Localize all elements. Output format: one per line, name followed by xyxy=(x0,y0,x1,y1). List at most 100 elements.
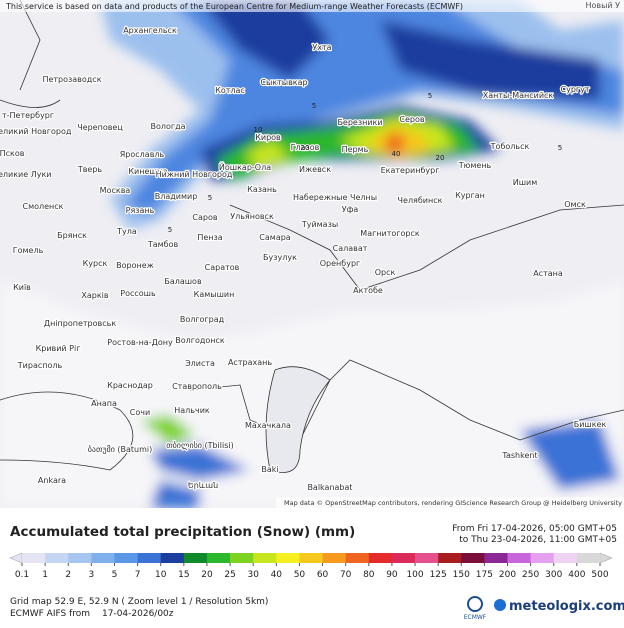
colorbar-label: 60 xyxy=(317,570,329,580)
colorbar-label: 90 xyxy=(386,570,398,580)
map xyxy=(0,0,624,508)
ecmwf-icon xyxy=(467,596,483,612)
colorbar-label: 1 xyxy=(42,570,48,580)
city-label: Ухта xyxy=(312,43,331,52)
city-label: Тамбов xyxy=(147,240,179,249)
city-label: Магнитогорск xyxy=(360,229,420,238)
contour-label: 20 xyxy=(436,154,445,162)
colorbar-segment xyxy=(206,553,231,563)
city-label: Балашов xyxy=(164,277,202,286)
contour-label: 5 xyxy=(168,226,172,234)
colorbar-label: 0.1 xyxy=(15,570,29,580)
city-label: Тобольск xyxy=(490,142,530,151)
colorbar-label: 2 xyxy=(65,570,71,580)
period-to: to Thu 23-04-2026, 11:00 GMT+05 xyxy=(459,535,617,545)
city-label: Челябинск xyxy=(398,196,443,205)
city-label: Ульяновск xyxy=(230,212,274,221)
city-label: Вологда xyxy=(150,122,185,131)
city-label: Ставрополь xyxy=(172,382,222,391)
city-label: Элиста xyxy=(185,359,215,368)
city-label: Київ xyxy=(13,283,31,292)
city-label: Брянск xyxy=(57,231,87,240)
city-label: Махачкала xyxy=(245,421,291,430)
colorbar-segment xyxy=(253,553,277,563)
colorbar-label: 500 xyxy=(591,570,608,580)
city-label: Երևան xyxy=(188,481,218,490)
city-label: Екатеринбург xyxy=(381,166,440,175)
city-label: Смоленск xyxy=(22,202,63,211)
colorbar-label: 300 xyxy=(545,570,562,580)
colorbar-segment xyxy=(91,553,115,563)
colorbar-label: 150 xyxy=(453,570,470,580)
attribution: Map data © OpenStreetMap contributors, r… xyxy=(284,499,622,507)
city-label: Березники xyxy=(337,118,382,127)
city-label: Псков xyxy=(0,149,25,158)
model-info: ECMWF AIFS from xyxy=(10,609,90,619)
colorbar-label: 200 xyxy=(499,570,516,580)
city-label: Пермь xyxy=(342,145,369,154)
city-label: Tashkent xyxy=(501,451,537,460)
city-label: Великий Новгород xyxy=(0,127,72,136)
colorbar-segment xyxy=(391,553,416,563)
city-label: Харків xyxy=(81,291,109,300)
colorbar-segment xyxy=(183,553,208,563)
colorbar-segment xyxy=(368,553,393,563)
city-label: Ижевск xyxy=(299,165,331,174)
logo-icon xyxy=(494,599,506,611)
city-label: Самара xyxy=(259,233,291,242)
colorbar-label: 25 xyxy=(224,570,235,580)
colorbar-segment xyxy=(22,553,46,563)
colorbar-label: 250 xyxy=(522,570,539,580)
city-label: Оренбург xyxy=(320,259,360,268)
city-label: Baki xyxy=(261,465,278,474)
city-label: Сыктывкар xyxy=(260,78,307,87)
colorbar-label: 5 xyxy=(112,570,118,580)
colorbar: 0.1 1 2 3 5 7 10 15 20 25 30 40 50 60 70 80 90 100 125 150 1… xyxy=(9,552,613,580)
city-label: Великие Луки xyxy=(0,170,52,179)
colorbar-segment xyxy=(45,553,69,563)
city-label: Актобе xyxy=(353,286,383,295)
colorbar-label: 125 xyxy=(430,570,447,580)
city-label: ბათუმი (Batumi) xyxy=(88,444,153,454)
city-label: Камышин xyxy=(194,290,235,299)
ecmwf-label: ECMWF xyxy=(464,614,487,621)
city-label: Тюмень xyxy=(458,161,492,170)
city-label: Салават xyxy=(333,244,368,253)
city-label: Волгодонск xyxy=(175,336,225,345)
colorbar-label: 100 xyxy=(406,570,423,580)
city-label: Ханты-Мансийск xyxy=(483,91,554,100)
colorbar-segment xyxy=(576,553,601,563)
colorbar-segment xyxy=(299,553,323,563)
city-label: Воронеж xyxy=(116,261,154,270)
city-label: Бузулук xyxy=(263,253,297,262)
colorbar-label: 7 xyxy=(135,570,141,580)
city-label: Кривий Ріг xyxy=(36,344,81,353)
city-label: Рязань xyxy=(126,206,155,215)
city-label: Туймазы xyxy=(301,220,338,229)
city-label: т-Петербург xyxy=(2,111,54,120)
colorbar-segment xyxy=(438,553,462,563)
colorbar-label: 400 xyxy=(568,570,585,580)
colorbar-segment xyxy=(553,553,578,563)
city-label: Орск xyxy=(375,268,396,277)
colorbar-label: 70 xyxy=(340,570,352,580)
city-label: Дніпропетровськ xyxy=(44,319,117,328)
colorbar-segment xyxy=(114,553,138,563)
contour-label: 40 xyxy=(392,150,401,158)
colorbar-label: 15 xyxy=(178,570,189,580)
colorbar-label: 20 xyxy=(201,570,213,580)
city-label: Саратов xyxy=(205,263,240,272)
contour-label: 5 xyxy=(558,144,562,152)
city-label: Саров xyxy=(192,213,217,222)
city-label: Нальчик xyxy=(174,406,210,415)
logo: meteologix.com xyxy=(509,599,624,614)
city-label: Россошь xyxy=(120,289,156,298)
city-label: Москва xyxy=(100,186,131,195)
city-label: Гомель xyxy=(13,246,44,255)
colorbar-label: 30 xyxy=(247,570,259,580)
city-label: Пенза xyxy=(197,233,222,242)
city-label: Сургут xyxy=(561,85,590,94)
colorbar-segment xyxy=(160,553,185,563)
city-label: Ростов-на-Дону xyxy=(107,338,173,347)
